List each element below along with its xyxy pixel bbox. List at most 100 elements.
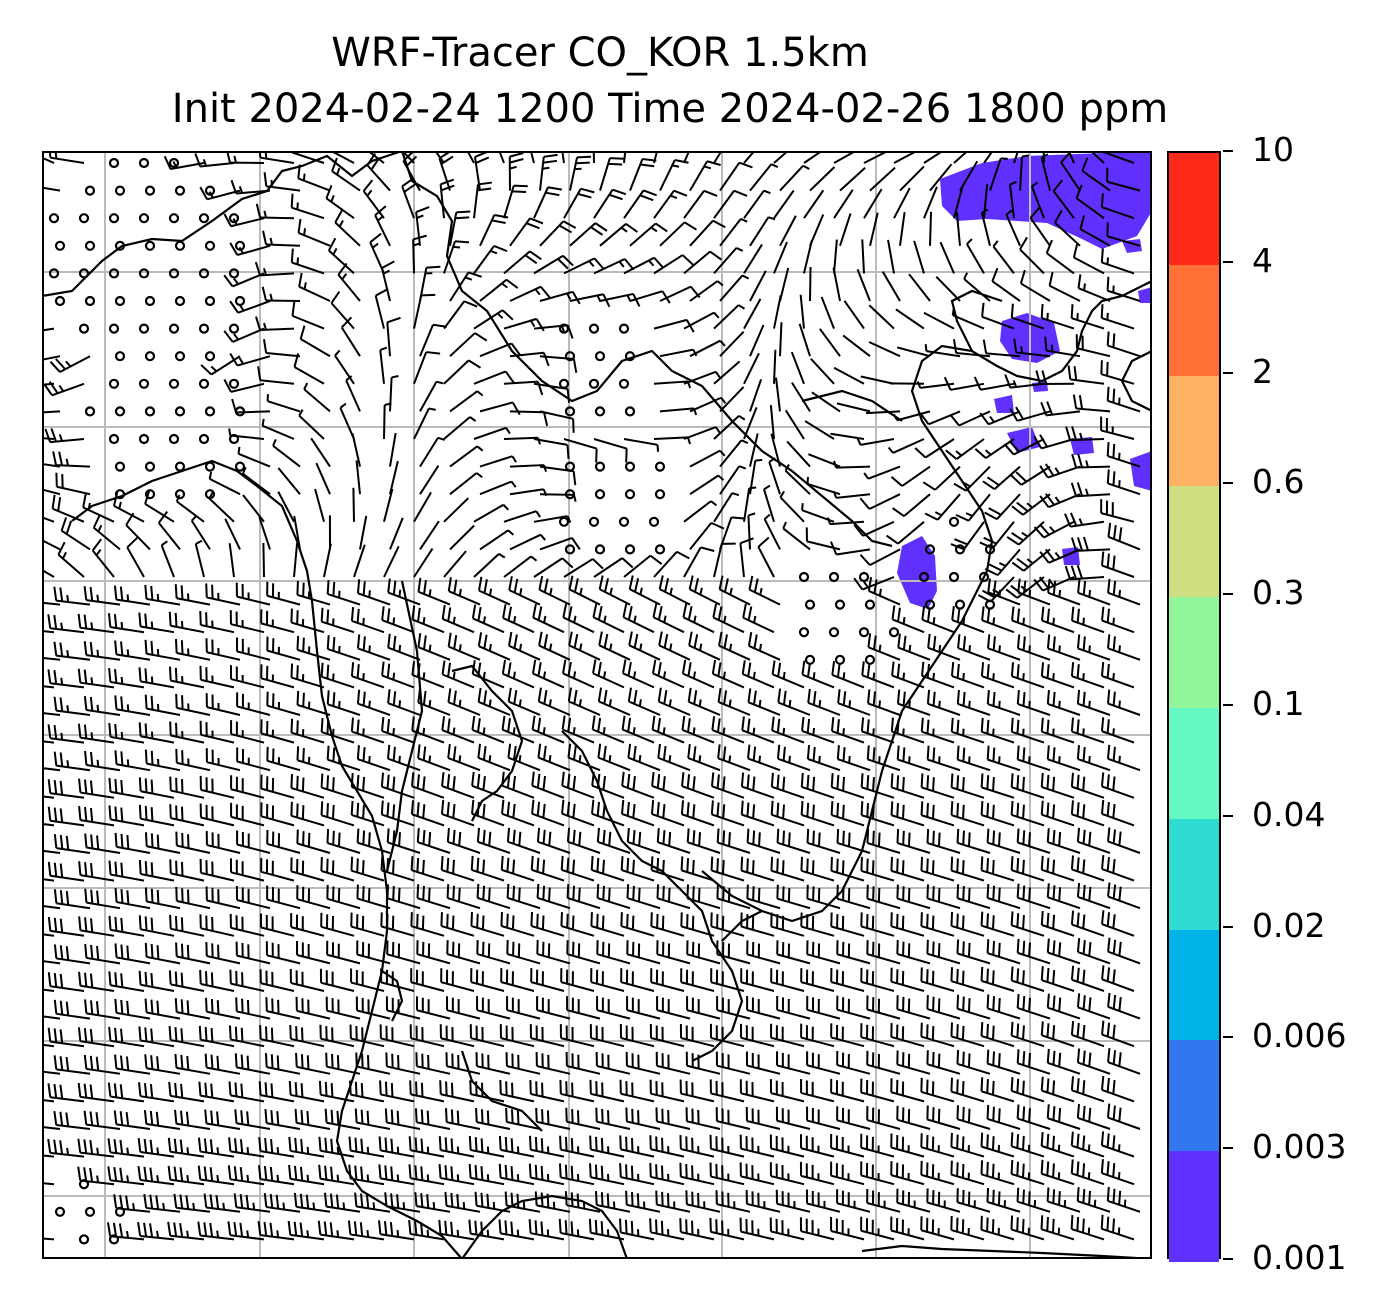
wind-barb	[531, 799, 565, 827]
wind-barb	[595, 1051, 631, 1075]
wind-barb	[711, 716, 745, 744]
wind-barb	[532, 603, 565, 634]
wind-barb	[892, 410, 931, 422]
colorbar-tick	[1223, 925, 1233, 928]
wind-barb	[743, 486, 757, 522]
wind-barb-calm	[648, 516, 660, 527]
wind-barb	[416, 884, 451, 910]
wind-barb	[387, 578, 421, 606]
wind-barb	[539, 355, 578, 373]
wind-barb	[710, 772, 745, 799]
wind-barb	[235, 637, 271, 661]
wind-barb	[868, 304, 895, 330]
wind-barb	[805, 1189, 841, 1213]
wind-barb-calm	[144, 406, 156, 417]
wind-barb	[449, 390, 484, 413]
wind-barb	[923, 151, 945, 164]
wind-barb	[230, 775, 265, 799]
colorbar-tick-label: 4	[1252, 240, 1273, 280]
wind-barb	[1003, 438, 1045, 456]
wind-barb	[866, 829, 901, 854]
wind-barb	[1107, 578, 1141, 606]
wind-barb	[257, 1221, 295, 1241]
wind-barb	[776, 940, 811, 965]
wind-barb	[561, 771, 595, 799]
tracer-region	[1138, 287, 1152, 303]
wind-barb	[739, 537, 754, 578]
tracer-region	[1070, 437, 1094, 455]
wind-barb	[446, 996, 481, 1020]
wind-barb	[325, 1052, 361, 1075]
wind-barb	[326, 635, 361, 661]
wind-barb	[410, 800, 445, 827]
wind-barb	[1016, 745, 1051, 772]
wind-barb	[749, 378, 763, 412]
wind-barb	[144, 887, 181, 910]
wind-barb	[749, 433, 759, 467]
wind-barb	[42, 878, 55, 882]
wind-barb	[596, 827, 631, 854]
wind-barb	[803, 240, 813, 274]
wind-barb	[1076, 993, 1111, 1020]
wind-barb	[265, 941, 301, 965]
wind-barb	[258, 516, 271, 550]
wind-barb	[379, 346, 388, 384]
wind-barb	[479, 213, 509, 247]
wind-barb	[235, 997, 271, 1020]
wind-barb-calm	[78, 213, 90, 224]
wind-barb	[384, 1108, 421, 1130]
wind-barb	[1100, 772, 1135, 799]
wind-barb	[319, 968, 355, 992]
wind-barb	[356, 689, 391, 716]
wind-barb	[770, 800, 805, 827]
wind-barb	[441, 660, 475, 689]
wind-barb	[347, 1220, 385, 1241]
wind-barb	[740, 1023, 775, 1048]
wind-barb	[686, 940, 721, 965]
wind-barb	[1010, 773, 1045, 799]
wind-barb	[389, 517, 404, 550]
wind-barb	[623, 189, 657, 219]
wind-barb	[590, 855, 625, 882]
wind-barb	[438, 1219, 475, 1241]
wind-barb	[536, 883, 571, 910]
wind-barb-calm	[228, 323, 240, 334]
wind-barb	[1100, 248, 1135, 275]
wind-barb	[380, 800, 415, 827]
wind-barb	[924, 493, 961, 521]
wind-barb-calm	[138, 433, 150, 445]
wind-barb	[320, 912, 355, 937]
wind-barb	[83, 641, 121, 661]
wind-barb	[529, 1079, 565, 1103]
wind-barb	[350, 968, 385, 992]
wind-barb	[986, 1104, 1021, 1130]
wind-barb	[926, 1050, 961, 1075]
wind-barb	[386, 940, 421, 965]
wind-barb	[78, 971, 115, 992]
wind-barb	[627, 743, 661, 772]
tracer-region	[1130, 451, 1152, 491]
wind-barb	[745, 1189, 781, 1213]
wind-barb	[350, 773, 385, 799]
wind-barb	[681, 659, 715, 689]
wind-barb	[84, 888, 121, 910]
colorbar-tick-label: 0.006	[1252, 1016, 1347, 1056]
wind-barb	[349, 1024, 385, 1048]
wind-barb	[890, 1022, 925, 1048]
wind-barb	[945, 438, 985, 460]
wind-barb	[859, 493, 901, 510]
colorbar-tick	[1223, 1036, 1233, 1039]
wind-barb-calm	[78, 268, 90, 279]
wind-barb	[860, 856, 895, 882]
wind-barb	[658, 575, 691, 606]
wind-barb	[325, 996, 361, 1020]
wind-barb	[763, 513, 781, 550]
wind-barb	[125, 512, 151, 551]
wind-barb	[537, 743, 571, 772]
wind-barb	[1040, 717, 1075, 744]
wind-barb	[830, 912, 865, 937]
wind-barb	[197, 1221, 235, 1241]
wind-barb	[42, 629, 55, 634]
wind-barb	[533, 254, 574, 275]
wind-barb	[169, 721, 205, 744]
